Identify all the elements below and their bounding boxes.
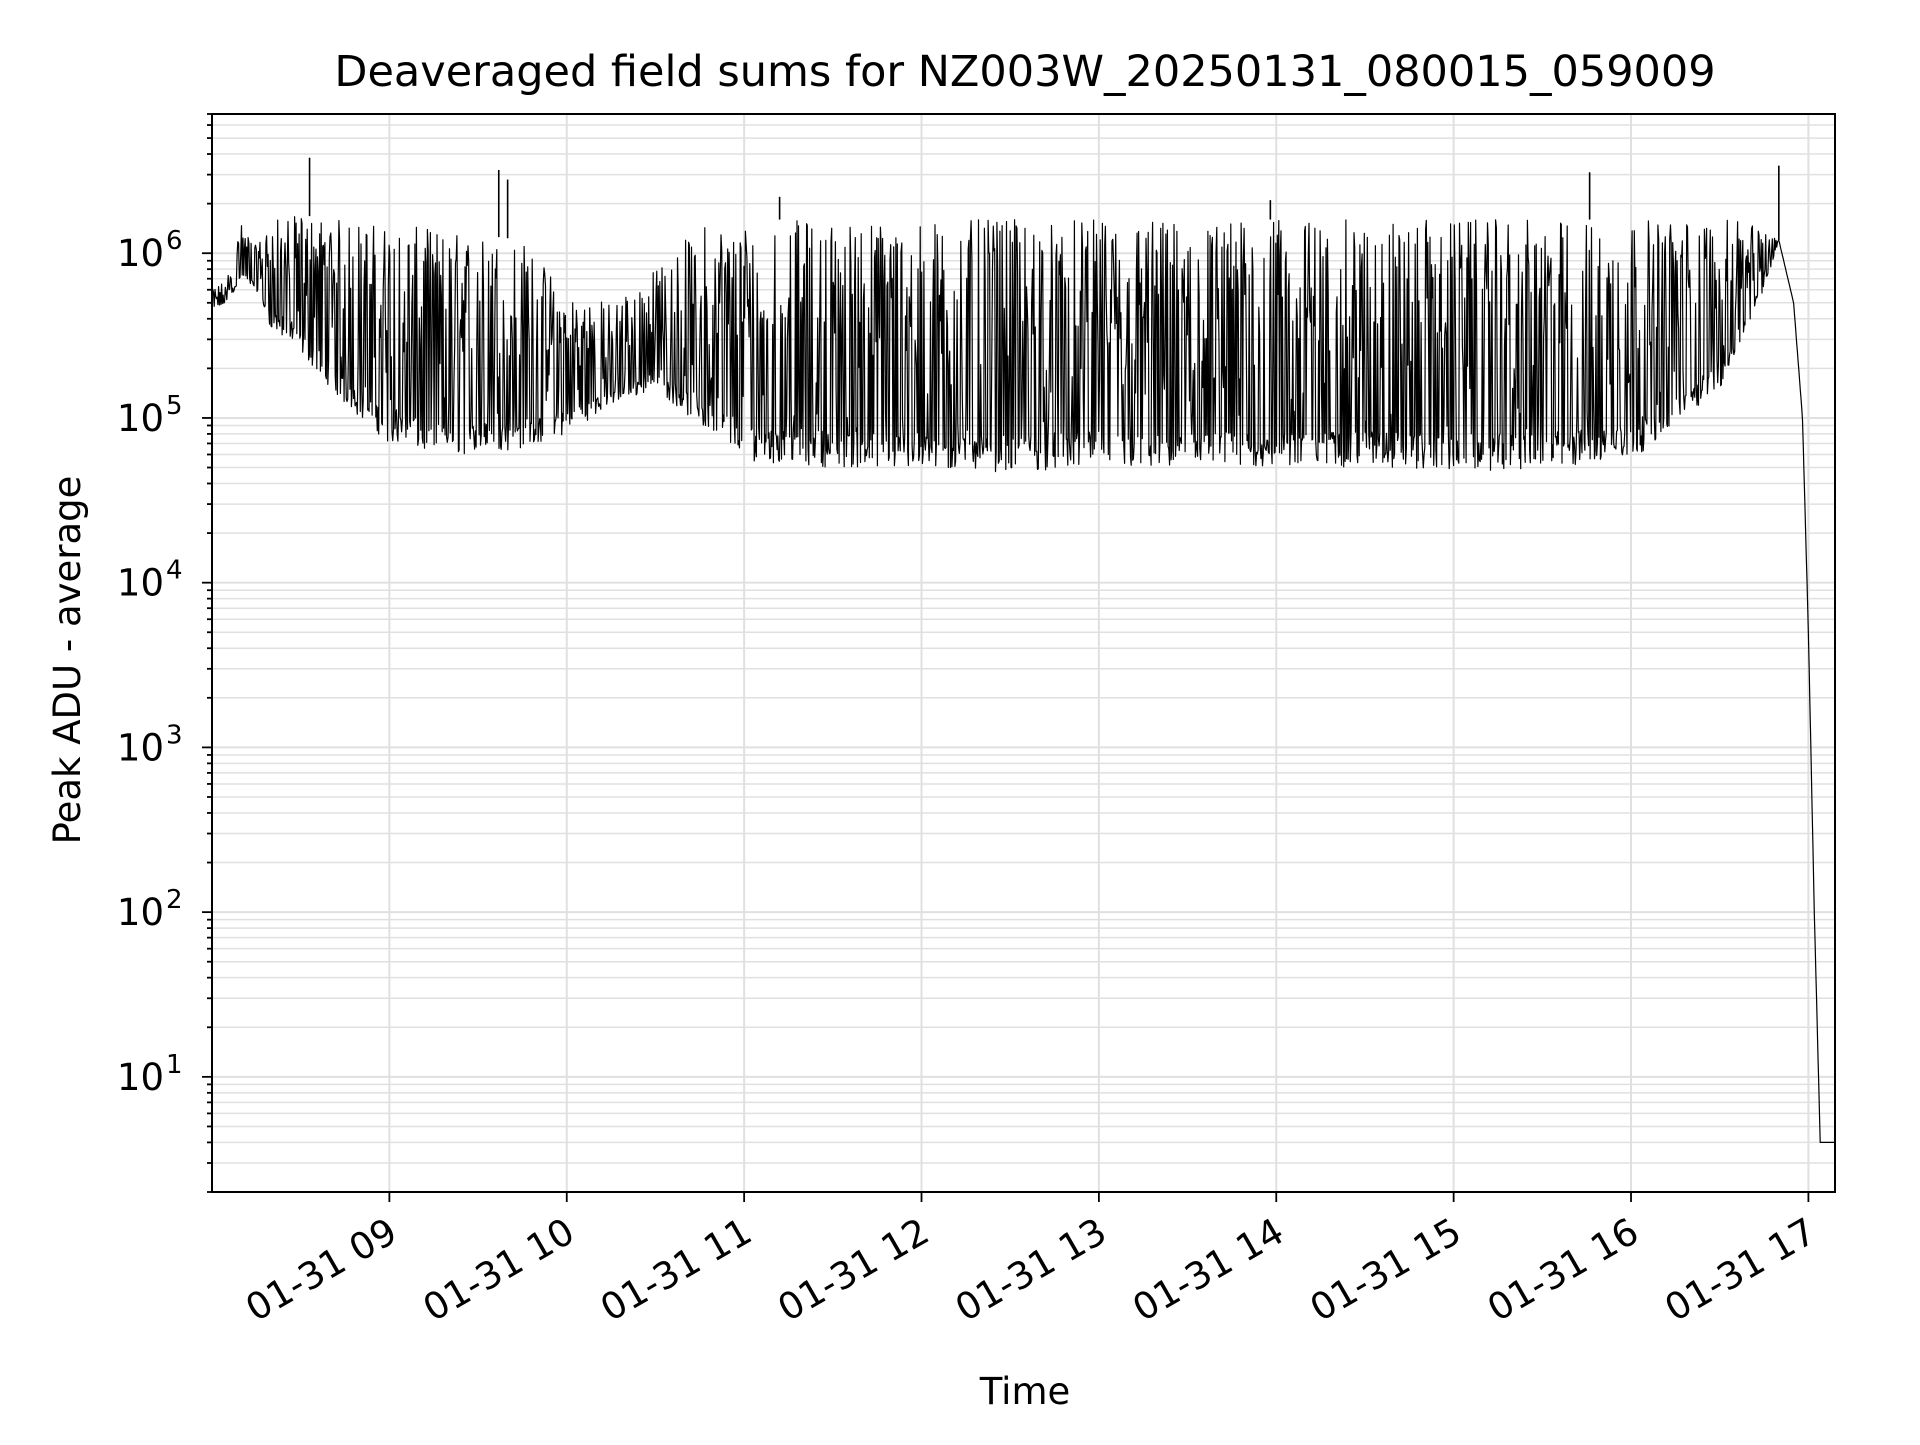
y-tick-label-base: 10 bbox=[117, 1056, 164, 1099]
y-tick-label-base: 10 bbox=[117, 397, 164, 440]
y-tick-label-base: 10 bbox=[117, 891, 164, 934]
y-axis-label: Peak ADU - average bbox=[46, 476, 89, 845]
y-tick-label-base: 10 bbox=[117, 726, 164, 769]
x-axis-label: Time bbox=[979, 1370, 1071, 1413]
series-layer bbox=[211, 157, 1835, 1143]
plot-frame bbox=[211, 113, 1836, 1193]
y-tick-label-base: 10 bbox=[117, 562, 164, 605]
y-tick-label-exponent: 1 bbox=[166, 1050, 183, 1080]
y-tick-label-exponent: 5 bbox=[166, 391, 183, 421]
series-line bbox=[211, 216, 1835, 1143]
tick-marks bbox=[202, 113, 1810, 1202]
y-tick-label-exponent: 6 bbox=[166, 226, 183, 256]
y-tick-label-exponent: 4 bbox=[166, 556, 183, 586]
chart-title: Deaveraged field sums for NZ003W_2025013… bbox=[334, 47, 1715, 97]
y-tick-label-base: 10 bbox=[117, 232, 164, 275]
y-tick-label-exponent: 2 bbox=[166, 885, 183, 915]
y-tick-label-exponent: 3 bbox=[166, 720, 183, 750]
